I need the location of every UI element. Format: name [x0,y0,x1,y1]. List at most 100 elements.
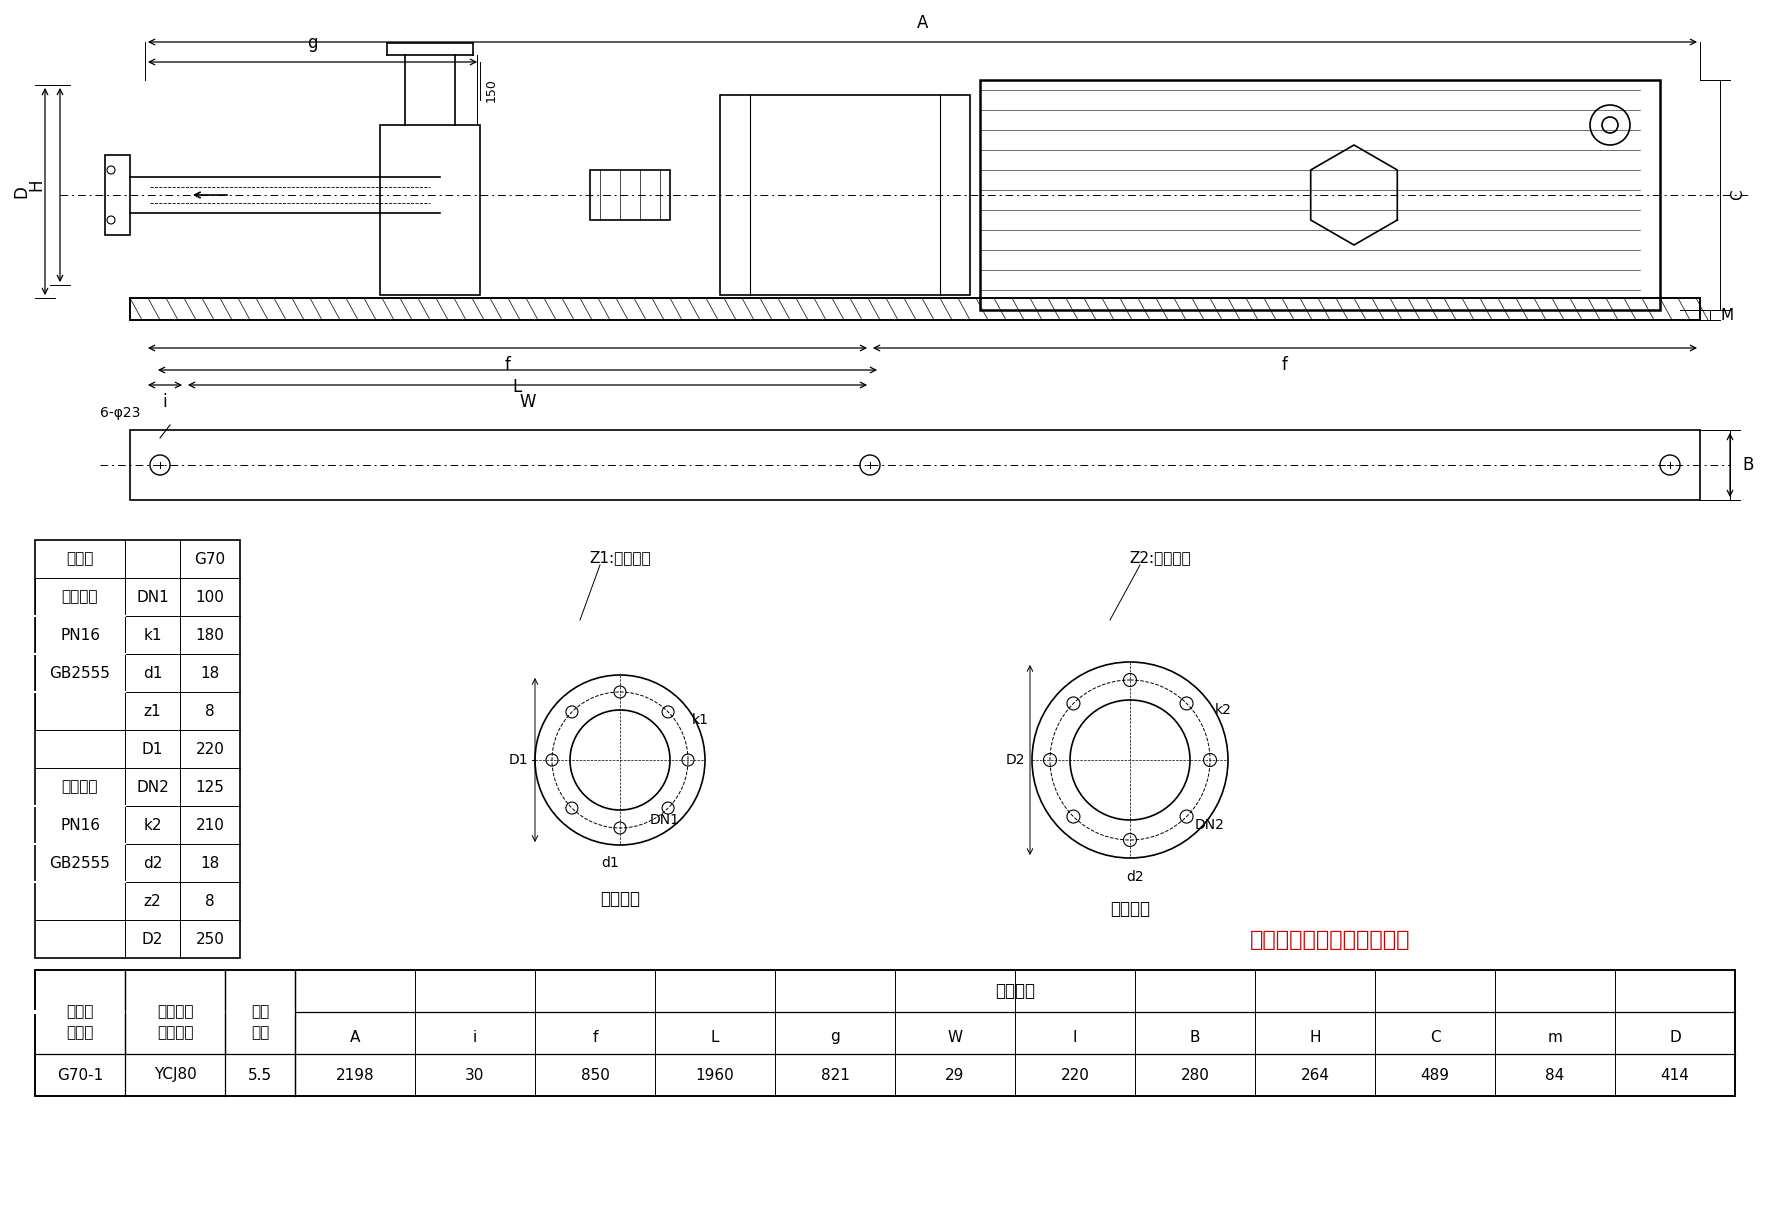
Text: D1: D1 [508,753,528,767]
Text: k2: k2 [143,817,161,832]
Text: f: f [504,356,510,374]
Text: 河北远东泵业制造有限公司: 河北远东泵业制造有限公司 [1251,930,1410,949]
Bar [36,970,1735,1096]
Text: D: D [1669,1029,1682,1045]
Text: 821: 821 [821,1068,850,1083]
Text: C: C [1730,190,1744,200]
Text: 泵型号: 泵型号 [66,1004,93,1020]
Text: 220: 220 [1061,1068,1090,1083]
Text: 电机型号: 电机型号 [157,1026,193,1040]
Bar [36,970,1735,1096]
Text: GB2555: GB2555 [50,666,111,681]
Text: C: C [1429,1029,1440,1045]
Text: k1: k1 [692,713,708,727]
Text: 功率: 功率 [250,1004,268,1020]
Text: 安装尺寸: 安装尺寸 [995,982,1036,1000]
Text: d2: d2 [143,855,163,871]
Text: d1: d1 [601,856,619,869]
Text: 489: 489 [1420,1068,1449,1083]
Text: g: g [308,34,318,52]
Text: 8: 8 [206,704,215,718]
Bar [719,94,970,295]
Bar [980,80,1660,310]
Text: z2: z2 [143,894,161,908]
Text: 125: 125 [195,780,224,794]
Text: 功率: 功率 [250,1026,268,1040]
Bar [106,155,131,235]
Bar [36,540,240,958]
Text: YCJ80: YCJ80 [154,1068,197,1083]
Text: 18: 18 [200,855,220,871]
Text: GB2555: GB2555 [50,855,111,871]
Text: W: W [519,394,535,411]
Text: i: i [472,1029,478,1045]
Text: k1: k1 [143,627,161,643]
Text: 5.5: 5.5 [249,1068,272,1083]
Text: 264: 264 [1301,1068,1329,1083]
Text: Z2:孔的数量: Z2:孔的数量 [1129,550,1191,566]
Bar [379,125,479,295]
Text: L: L [710,1029,719,1045]
Text: 414: 414 [1660,1068,1689,1083]
Text: G70: G70 [195,551,225,567]
Text: 8: 8 [206,894,215,908]
Text: 150: 150 [485,78,497,102]
Text: H: H [1310,1029,1320,1045]
Text: 250: 250 [195,931,224,947]
Text: DN2: DN2 [1195,817,1225,832]
Text: I: I [1073,1029,1077,1045]
Text: 100: 100 [195,590,224,604]
Text: 84: 84 [1546,1068,1565,1083]
Text: f: f [592,1029,598,1045]
Bar [590,170,671,220]
Text: 2198: 2198 [336,1068,374,1083]
Bar [131,298,1700,320]
Text: H: H [27,179,45,191]
Text: 泵型号: 泵型号 [66,1026,93,1040]
Bar [131,430,1700,500]
Text: B: B [1742,457,1753,474]
Text: L: L [513,378,522,396]
Text: DN1: DN1 [136,590,168,604]
Text: 出口法兰: 出口法兰 [63,590,98,604]
Text: z1: z1 [143,704,161,718]
Text: D1: D1 [141,741,163,757]
Text: 出口法兰: 出口法兰 [599,890,640,908]
Text: DN1: DN1 [649,813,680,827]
Text: DN2: DN2 [136,780,168,794]
Text: PN16: PN16 [61,627,100,643]
Text: 进口法兰: 进口法兰 [1109,900,1150,918]
Text: D: D [13,185,30,197]
Text: D2: D2 [1005,753,1025,767]
Text: 1960: 1960 [696,1068,733,1083]
Text: 6-φ23: 6-φ23 [100,406,140,420]
Text: d2: d2 [1127,869,1143,884]
Text: D2: D2 [141,931,163,947]
Text: d1: d1 [143,666,163,681]
Bar [131,298,1700,320]
Text: 泵规格: 泵规格 [66,551,93,567]
Text: 280: 280 [1181,1068,1209,1083]
Text: 220: 220 [195,741,224,757]
Text: 210: 210 [195,817,224,832]
Text: 30: 30 [465,1068,485,1083]
Text: M: M [1719,308,1734,322]
Text: G70-1: G70-1 [57,1068,104,1083]
Text: A: A [351,1029,360,1045]
Text: 180: 180 [195,627,224,643]
Text: m: m [1547,1029,1562,1045]
Text: B: B [1190,1029,1200,1045]
Text: g: g [830,1029,839,1045]
Text: 18: 18 [200,666,220,681]
Text: PN16: PN16 [61,817,100,832]
Text: 29: 29 [945,1068,964,1083]
Text: f: f [1283,356,1288,374]
Text: 进口法兰: 进口法兰 [63,780,98,794]
Text: 电机型号: 电机型号 [157,1004,193,1020]
Text: W: W [948,1029,962,1045]
Text: A: A [916,15,928,31]
Text: k2: k2 [1215,704,1233,717]
Text: Z1:孔的数量: Z1:孔的数量 [589,550,651,566]
Text: 850: 850 [581,1068,610,1083]
Text: i: i [163,394,168,411]
